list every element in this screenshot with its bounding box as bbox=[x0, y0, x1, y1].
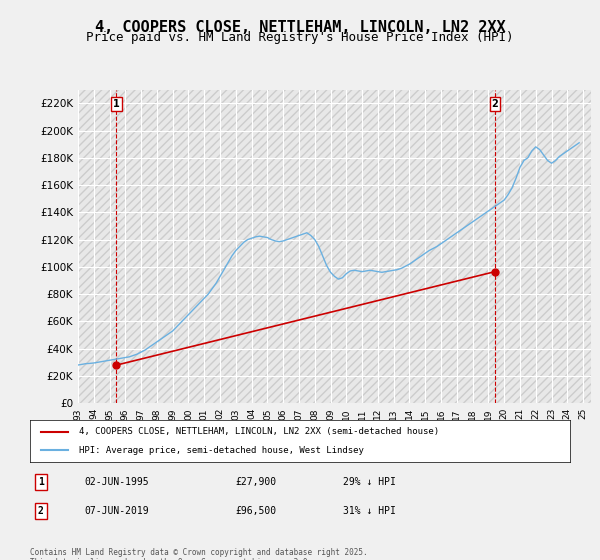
Text: 4, COOPERS CLOSE, NETTLEHAM, LINCOLN, LN2 2XX: 4, COOPERS CLOSE, NETTLEHAM, LINCOLN, LN… bbox=[95, 20, 505, 35]
Text: HPI: Average price, semi-detached house, West Lindsey: HPI: Average price, semi-detached house,… bbox=[79, 446, 364, 455]
Text: 2: 2 bbox=[38, 506, 44, 516]
Text: 2: 2 bbox=[491, 99, 499, 109]
Text: Price paid vs. HM Land Registry's House Price Index (HPI): Price paid vs. HM Land Registry's House … bbox=[86, 31, 514, 44]
Text: £27,900: £27,900 bbox=[235, 477, 277, 487]
Text: 1: 1 bbox=[38, 477, 44, 487]
Text: 29% ↓ HPI: 29% ↓ HPI bbox=[343, 477, 396, 487]
Text: 31% ↓ HPI: 31% ↓ HPI bbox=[343, 506, 396, 516]
Text: 07-JUN-2019: 07-JUN-2019 bbox=[84, 506, 149, 516]
Text: 1: 1 bbox=[113, 99, 119, 109]
Text: Contains HM Land Registry data © Crown copyright and database right 2025.
This d: Contains HM Land Registry data © Crown c… bbox=[30, 548, 368, 560]
Text: 02-JUN-1995: 02-JUN-1995 bbox=[84, 477, 149, 487]
Text: £96,500: £96,500 bbox=[235, 506, 277, 516]
Text: 4, COOPERS CLOSE, NETTLEHAM, LINCOLN, LN2 2XX (semi-detached house): 4, COOPERS CLOSE, NETTLEHAM, LINCOLN, LN… bbox=[79, 427, 439, 436]
